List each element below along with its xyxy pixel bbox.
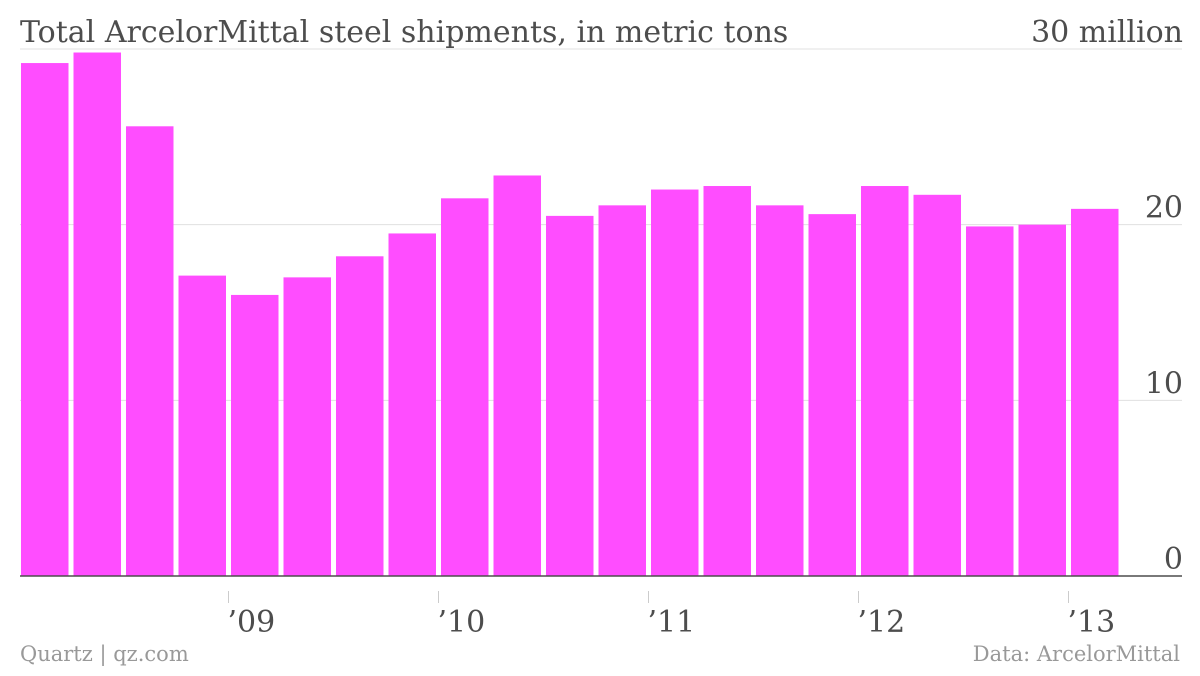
y-tick-label: 10	[1145, 366, 1183, 401]
y-tick-label: 20	[1145, 191, 1183, 226]
x-tick-label: ’09	[228, 605, 276, 640]
bar	[336, 256, 384, 576]
y-tick-label: 30 million	[1031, 15, 1183, 50]
x-tick-label: ’10	[438, 605, 486, 640]
bar	[703, 186, 751, 576]
bar	[283, 277, 331, 576]
bars	[21, 52, 1119, 577]
x-tick-label: ’13	[1068, 605, 1116, 640]
x-axis: ’09 ’10 ’11 ’12 ’13	[20, 575, 1182, 640]
bar	[1018, 224, 1066, 576]
bar	[178, 275, 226, 576]
bar	[441, 198, 489, 577]
chart-title: Total ArcelorMittal steel shipments, in …	[20, 15, 788, 50]
bar	[598, 205, 646, 577]
bar	[756, 205, 804, 577]
footer-data-credit: Data: ArcelorMittal	[972, 642, 1180, 666]
footer-source: Quartz | qz.com	[20, 642, 189, 666]
bar	[651, 189, 699, 577]
y-tick-label: 0	[1164, 542, 1183, 577]
bar	[231, 294, 279, 576]
bar	[546, 215, 594, 576]
bar	[913, 194, 961, 576]
bar	[808, 214, 856, 577]
x-tick-label: ’11	[648, 605, 696, 640]
bar	[73, 52, 121, 577]
bar	[493, 175, 541, 577]
bar	[21, 63, 69, 576]
bar	[126, 126, 174, 576]
bar	[966, 226, 1014, 576]
bar	[388, 233, 436, 576]
x-tick-label: ’12	[858, 605, 906, 640]
bar	[861, 186, 909, 576]
bar	[1071, 208, 1119, 576]
